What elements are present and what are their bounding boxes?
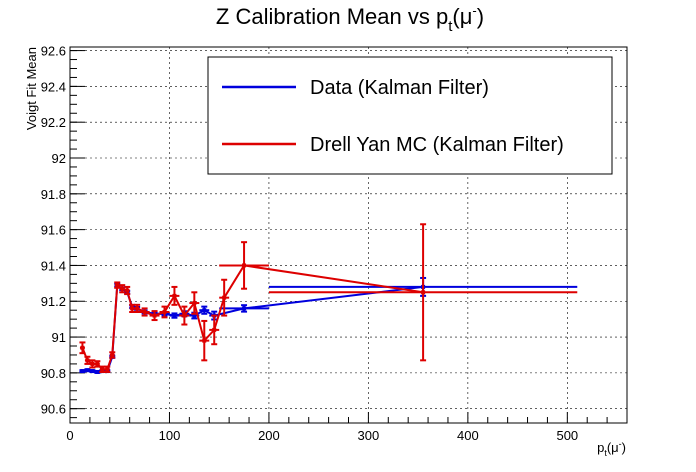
point-marker: [192, 301, 197, 306]
y-tick-label: 92.2: [41, 115, 66, 130]
x-tick-label: 300: [358, 428, 380, 443]
data-point: [199, 305, 210, 315]
point-marker: [242, 306, 247, 311]
data-point: [219, 304, 269, 313]
legend: Data (Kalman Filter) Drell Yan MC (Kalma…: [207, 56, 613, 175]
x-tick-label: 0: [66, 428, 73, 443]
data-point: [149, 310, 160, 322]
point-marker: [212, 327, 217, 332]
point-marker: [80, 369, 85, 374]
x-tick-label: 400: [457, 428, 479, 443]
data-point: [104, 365, 111, 373]
y-tick-label: 91: [52, 330, 66, 345]
y-tick-label: 92.6: [41, 44, 66, 59]
data-point: [268, 223, 578, 362]
series-drell-yan-mc: [79, 223, 578, 373]
data-point: [199, 319, 210, 362]
y-tick-label: 91.2: [41, 294, 66, 309]
point-marker: [142, 309, 147, 314]
y-tick-label: 90.8: [41, 366, 66, 381]
data-point: [119, 284, 126, 294]
data-point: [189, 291, 200, 315]
point-marker: [242, 263, 247, 268]
data-point: [124, 285, 131, 296]
chart-title: Z Calibration Mean vs pt(μ-): [216, 3, 484, 35]
data-point: [209, 314, 220, 346]
data-point: [134, 303, 141, 313]
data-point: [179, 305, 190, 326]
point-marker: [95, 361, 100, 366]
y-tick-label: 90.6: [41, 402, 66, 417]
point-marker: [105, 367, 110, 372]
data-point: [139, 307, 150, 317]
point-marker: [125, 288, 130, 293]
point-marker: [202, 308, 207, 313]
legend-label-mc: Drell Yan MC (Kalman Filter): [310, 134, 564, 156]
data-point: [84, 368, 91, 373]
point-marker: [421, 290, 426, 295]
legend-label-data: Data (Kalman Filter): [310, 77, 489, 99]
point-marker: [100, 367, 105, 372]
y-tick-label: 91.4: [41, 258, 66, 273]
point-marker: [95, 369, 100, 374]
data-point: [169, 312, 180, 319]
x-tick-label: 200: [258, 428, 280, 443]
y-tick-label: 91.8: [41, 187, 66, 202]
x-tick-label: 500: [556, 428, 578, 443]
y-axis-title: Voigt Fit Mean: [24, 47, 39, 130]
point-marker: [162, 309, 167, 314]
data-point: [84, 355, 91, 365]
legend-box: [207, 56, 613, 175]
data-point: [169, 285, 180, 306]
x-axis-title: pt(μ-): [597, 439, 626, 458]
point-marker: [90, 369, 95, 374]
x-tick-label: 100: [159, 428, 181, 443]
point-marker: [152, 313, 157, 318]
data-point: [159, 305, 170, 319]
data-point: [114, 281, 121, 289]
point-marker: [130, 306, 135, 311]
point-marker: [120, 286, 125, 291]
data-series: [79, 223, 578, 374]
data-point: [129, 303, 136, 313]
point-marker: [172, 313, 177, 318]
y-tick-label: 92: [52, 151, 66, 166]
point-marker: [90, 361, 95, 366]
data-point: [79, 341, 86, 355]
point-marker: [182, 313, 187, 318]
point-marker: [192, 313, 197, 318]
data-point: [219, 278, 230, 317]
y-tick-label: 91.6: [41, 223, 66, 238]
point-marker: [110, 352, 115, 357]
data-point: [109, 351, 116, 359]
axes: 0 100 200 300 400 500 90.6 90.8 91 91.2 91.4 91.6 91…: [41, 44, 608, 443]
point-marker: [135, 306, 140, 311]
y-tick-label: 92.4: [41, 79, 66, 94]
point-marker: [222, 295, 227, 300]
point-marker: [85, 368, 90, 373]
point-marker: [85, 358, 90, 363]
point-marker: [115, 283, 120, 288]
point-marker: [80, 345, 85, 350]
point-marker: [202, 338, 207, 343]
data-point: [219, 241, 269, 290]
point-marker: [172, 293, 177, 298]
